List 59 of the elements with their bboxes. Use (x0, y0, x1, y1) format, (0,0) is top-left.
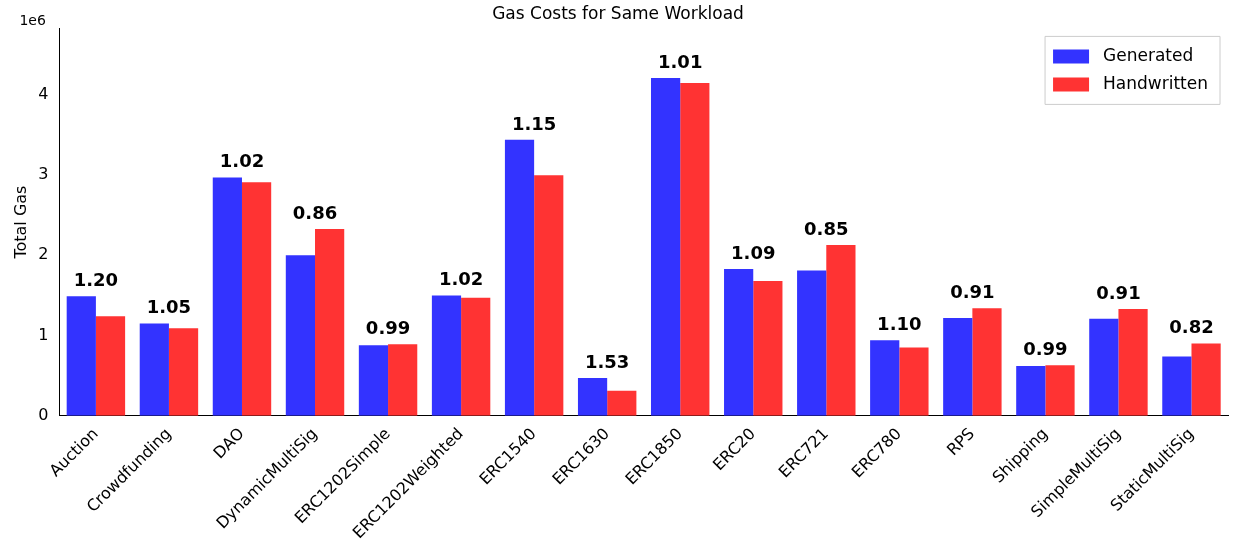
annotation: 0.99 (365, 317, 411, 339)
legend-label: Generated (1103, 44, 1194, 65)
bar (607, 390, 637, 416)
y-axis-title: Total Gas (10, 185, 30, 260)
bar (680, 82, 710, 416)
bar (504, 139, 535, 416)
bar (577, 378, 608, 416)
bar (1118, 309, 1148, 416)
annotation: 0.91 (950, 280, 995, 302)
annotation: 0.91 (1096, 281, 1141, 303)
bar (1191, 343, 1221, 416)
bar (358, 345, 389, 416)
bar (724, 268, 754, 416)
annotation: 1.01 (658, 50, 703, 72)
bar (431, 295, 462, 416)
bar (650, 78, 681, 416)
bar (461, 297, 491, 416)
bar (212, 177, 242, 416)
legend-label: Handwritten (1103, 72, 1209, 93)
annotation: 1.09 (731, 241, 776, 263)
y-tick-label: 0 (38, 404, 49, 424)
annotation: 1.05 (146, 296, 192, 318)
bar (870, 340, 900, 416)
bar (388, 344, 418, 416)
bar (826, 244, 856, 416)
annotation: 0.99 (1023, 337, 1068, 359)
annotation: 0.85 (804, 217, 849, 239)
annotation: 0.86 (292, 201, 338, 223)
bar (139, 323, 169, 416)
bar (753, 281, 783, 416)
y-tick-label: 2 (38, 244, 49, 264)
x-tick-label: RPS (942, 423, 979, 460)
y-tick-label: 3 (38, 164, 49, 184)
bar (534, 175, 564, 416)
bar (1162, 356, 1192, 416)
bar (899, 347, 929, 416)
bar (168, 328, 199, 416)
bar (66, 296, 96, 416)
annotation: 1.20 (73, 268, 119, 290)
bar (241, 182, 272, 416)
annotation: 1.10 (877, 313, 922, 335)
annotation: 1.02 (219, 150, 265, 172)
annotation: 0.82 (1169, 316, 1214, 338)
text: 1e6 (19, 12, 46, 29)
bar (285, 255, 316, 416)
bar (797, 270, 827, 416)
bar (972, 308, 1002, 416)
annotation: 1.15 (511, 112, 557, 134)
bar (943, 317, 973, 416)
bar (1016, 366, 1046, 416)
bar (315, 228, 345, 416)
chart-title: Gas Costs for Same Workload (492, 2, 744, 23)
y-tick-label: 1 (38, 324, 49, 344)
y-tick-label: 4 (38, 84, 49, 104)
annotation: 1.02 (438, 268, 484, 290)
bar (95, 316, 126, 416)
annotation: 1.53 (584, 350, 630, 372)
bar (1089, 318, 1119, 416)
bar (1045, 365, 1075, 416)
